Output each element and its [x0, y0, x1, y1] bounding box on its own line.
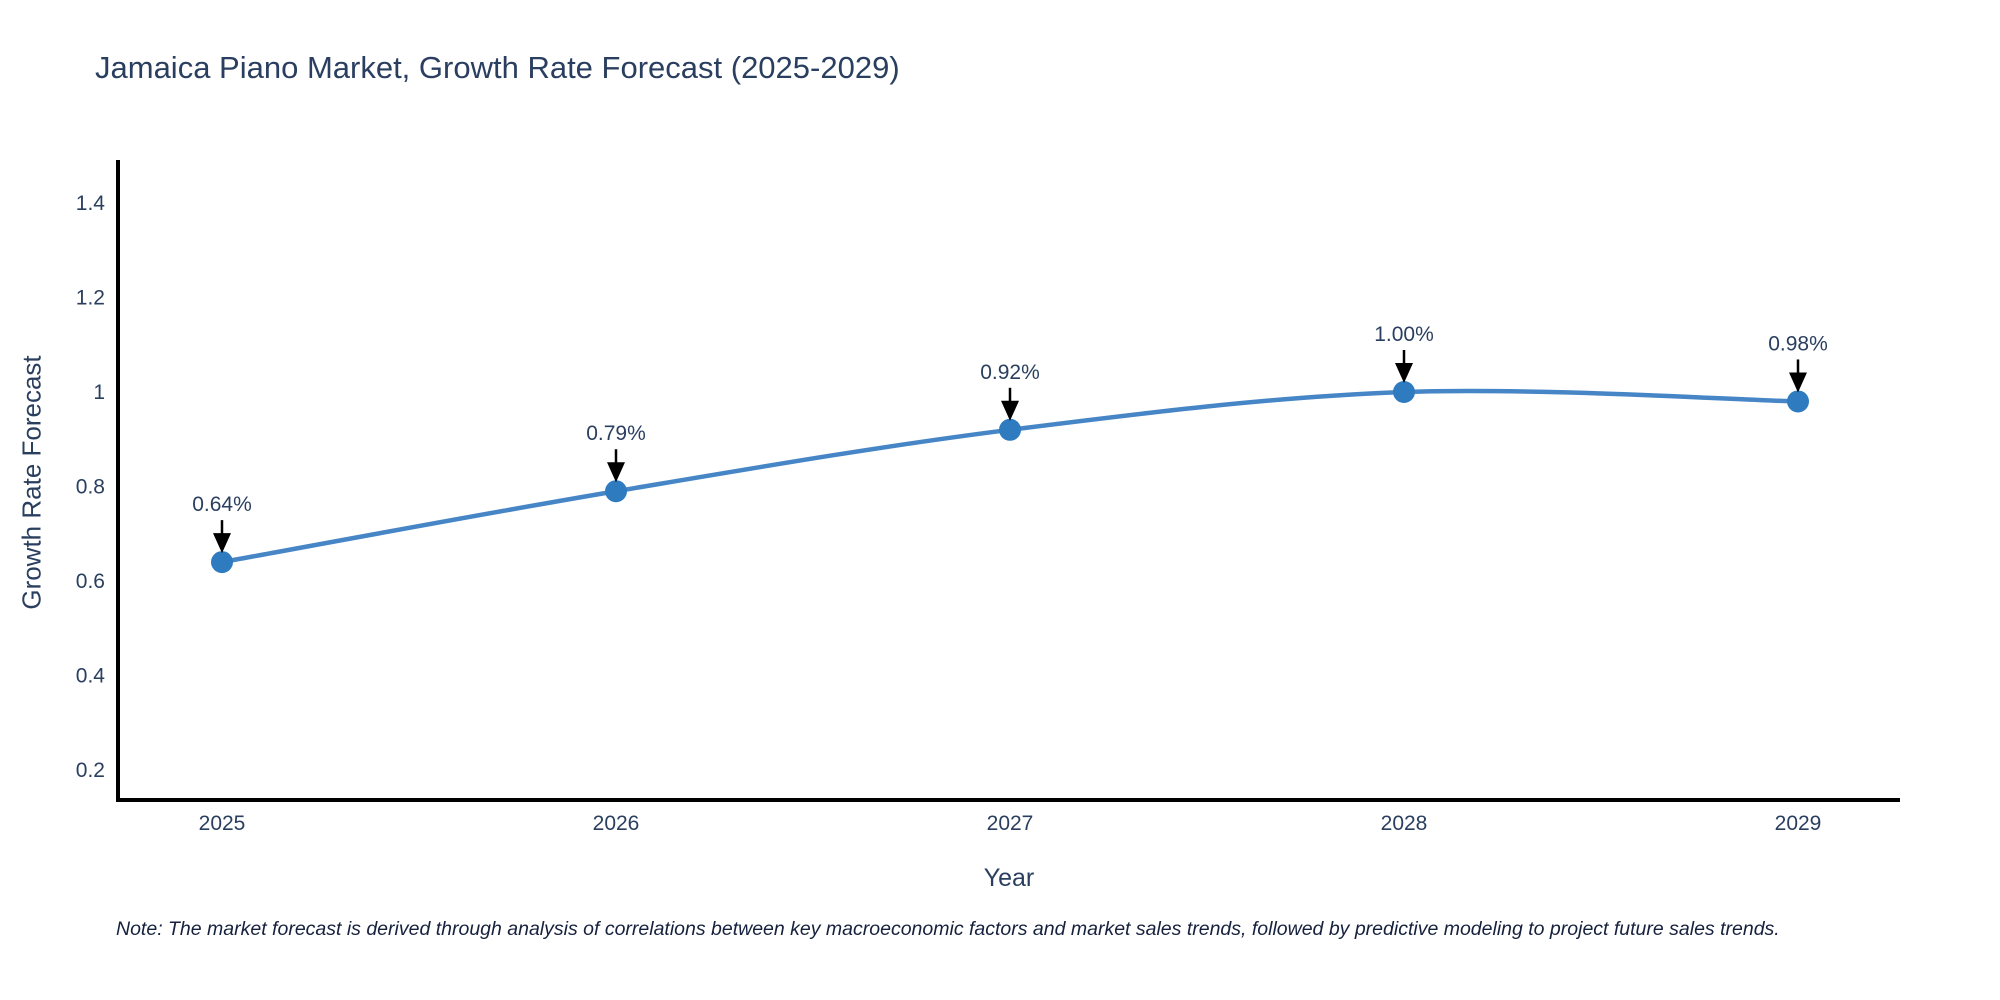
y-tick-label: 0.6 — [76, 570, 105, 593]
y-tick-label: 1.2 — [76, 287, 105, 310]
annotation-arrow-head — [607, 462, 625, 483]
y-tick-label: 1.4 — [76, 192, 106, 215]
y-tick-label: 0.8 — [76, 476, 105, 499]
data-point-marker — [1787, 390, 1809, 413]
data-point-value-label: 0.92% — [980, 361, 1040, 384]
x-tick-label: 2026 — [593, 812, 640, 835]
x-tick-label: 2027 — [987, 812, 1034, 835]
data-point-value-label: 0.79% — [586, 422, 646, 445]
x-axis-title: Year — [983, 864, 1035, 892]
data-point-marker — [1393, 381, 1415, 403]
y-tick-label: 0.4 — [76, 665, 106, 688]
annotation-arrow-head — [1789, 372, 1807, 393]
x-tick-label: 2028 — [1381, 812, 1428, 835]
data-point-marker — [999, 418, 1021, 441]
annotation-arrow-head — [213, 533, 231, 554]
data-point-marker — [211, 551, 233, 574]
x-tick-label: 2029 — [1775, 812, 1822, 835]
data-point-value-label: 0.98% — [1768, 332, 1828, 355]
annotation-arrow-head — [1395, 363, 1413, 383]
data-point-marker — [605, 480, 627, 503]
chart-footnote: Note: The market forecast is derived thr… — [116, 918, 1780, 940]
x-tick-label: 2025 — [199, 812, 246, 835]
y-tick-label: 0.2 — [76, 759, 105, 782]
chart-title: Jamaica Piano Market, Growth Rate Foreca… — [95, 50, 900, 85]
annotation-arrow-head — [1001, 400, 1019, 421]
y-tick-label: 1 — [93, 381, 105, 404]
data-point-value-label: 1.00% — [1374, 323, 1434, 346]
data-point-value-label: 0.64% — [192, 493, 252, 516]
